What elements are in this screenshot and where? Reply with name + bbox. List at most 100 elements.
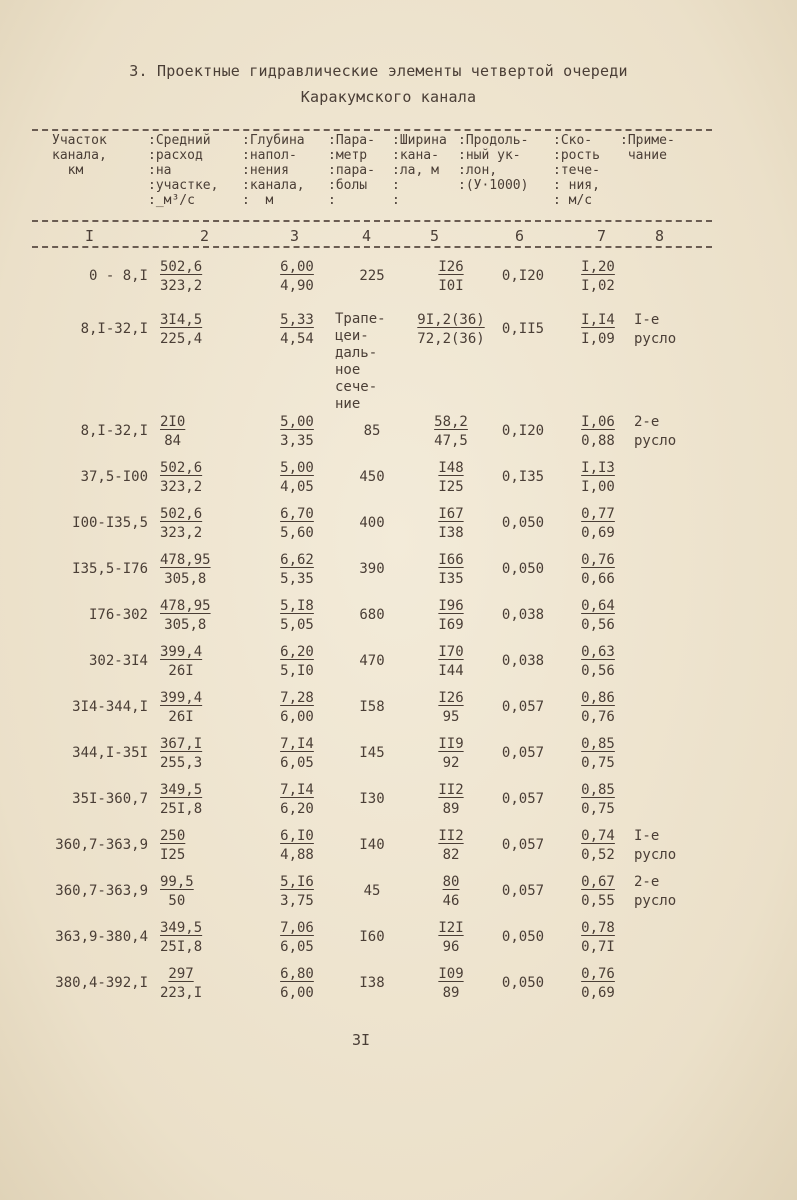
depth: 5,00 3,35: [270, 413, 324, 451]
parabola-parameter: 470: [359, 653, 385, 669]
discharge: 502,6 323,2: [160, 459, 240, 497]
fraction: I26 I0I: [438, 258, 463, 296]
discharge: 367,I 255,3: [160, 735, 240, 773]
denominator: I25: [160, 847, 186, 863]
table-row: 360,7-363,9 99,5 50 5,I6 3,75 45 80 46 0,057 0,67…: [0, 873, 797, 919]
numerator: 5,I6: [280, 874, 314, 890]
numerator: 7,28: [280, 690, 314, 706]
denominator: 6,05: [280, 939, 314, 955]
velocity: 0,74 0,52: [572, 827, 624, 865]
fraction: 0,76 0,69: [581, 965, 615, 1003]
numerator: I09: [438, 966, 464, 982]
parabola-parameter: 450: [359, 469, 385, 485]
numerator: 502,6: [160, 506, 203, 522]
fraction: I,I4 I,09: [581, 311, 615, 349]
width: I67 I38: [405, 505, 497, 543]
discharge: 250 I25: [160, 827, 240, 865]
page-number: 3I: [352, 1031, 371, 1049]
fraction: II9 92: [438, 735, 463, 773]
fraction: 6,20 5,I0: [280, 643, 314, 681]
numerator: II2: [438, 782, 464, 798]
denominator: 5,35: [280, 571, 314, 587]
fraction: I26 95: [438, 689, 463, 727]
denominator: 25I,8: [160, 801, 203, 817]
note: I-е русло: [634, 312, 677, 347]
denominator: 6,20: [280, 801, 314, 817]
velocity: 0,67 0,55: [572, 873, 624, 911]
fraction: 250 I25: [160, 827, 185, 865]
numerator: 0,78: [581, 920, 615, 936]
numerator: 7,I4: [280, 782, 314, 798]
denominator: 0,55: [581, 893, 615, 909]
numerator: 6,I0: [280, 828, 314, 844]
parabola-parameter: 680: [359, 607, 385, 623]
width: I96 I69: [405, 597, 497, 635]
denominator: 6,00: [280, 985, 314, 1001]
numerator: 502,6: [160, 460, 203, 476]
denominator: 25I,8: [160, 939, 203, 955]
table-row: 380,4-392,I 297 223,I 6,80 6,00 I38 I09 89 0,050…: [0, 965, 797, 1011]
numerator: I2I: [438, 920, 464, 936]
fraction: 5,I8 5,05: [280, 597, 314, 635]
parabola-parameter: 85: [363, 423, 381, 439]
width: II2 82: [405, 827, 497, 865]
fraction: 0,67 0,55: [581, 873, 615, 911]
column-header: :Приме- чание: [620, 133, 675, 163]
note: 2-е русло: [634, 874, 677, 909]
denominator: I,09: [581, 331, 615, 347]
table-row: I76-302 478,95 305,8 5,I8 5,05 680 I96 I69 0,038…: [0, 597, 797, 643]
table-row: I00-I35,5 502,6 323,2 6,70 5,60 400 I67 I38 0,05…: [0, 505, 797, 551]
numerator: 478,95: [160, 598, 211, 614]
column-header: Участок канала, км: [52, 133, 107, 178]
numerator: 99,5: [160, 874, 194, 890]
denominator: 50: [168, 893, 186, 909]
section-km: 363,9-380,4: [55, 929, 148, 945]
slope: 0,050: [501, 975, 545, 991]
depth: 5,I6 3,75: [270, 873, 324, 911]
denominator: 3,35: [280, 433, 314, 449]
header-top-rule: [32, 129, 712, 131]
discharge: 478,95 305,8: [160, 551, 240, 589]
denominator: 4,88: [280, 847, 314, 863]
fraction: 502,6 323,2: [160, 459, 202, 497]
denominator: 5,60: [280, 525, 314, 541]
denominator: 26I: [168, 709, 194, 725]
section-km: 360,7-363,9: [55, 883, 148, 899]
table-row: I35,5-I76 478,95 305,8 6,62 5,35 390 I66 I35 0,0…: [0, 551, 797, 597]
fraction: 3I4,5 225,4: [160, 311, 202, 349]
width: II9 92: [405, 735, 497, 773]
width: 80 46: [405, 873, 497, 911]
denominator: 4,90: [280, 278, 314, 294]
numerator: 399,4: [160, 690, 203, 706]
width: I26 I0I: [405, 258, 497, 296]
numerator: 0,86: [581, 690, 615, 706]
fraction: 6,62 5,35: [280, 551, 314, 589]
column-number: 8: [655, 227, 665, 245]
section-km: 360,7-363,9: [55, 837, 148, 853]
fraction: I70 I44: [438, 643, 463, 681]
section-km: 0 - 8,I: [88, 268, 148, 284]
velocity: I,06 0,88: [572, 413, 624, 451]
numerator: 6,00: [280, 259, 314, 275]
fraction: I,20 I,02: [581, 258, 615, 296]
discharge: 3I4,5 225,4: [160, 311, 240, 349]
denominator: I,02: [581, 278, 615, 294]
denominator: 5,05: [280, 617, 314, 633]
fraction: 6,I0 4,88: [280, 827, 314, 865]
denominator: 0,7I: [581, 939, 615, 955]
numerator: II2: [438, 828, 464, 844]
fraction: 7,06 6,05: [280, 919, 314, 957]
numerator: 2I0: [160, 414, 186, 430]
numerator: 0,85: [581, 736, 615, 752]
numerator: I,I4: [581, 312, 615, 328]
fraction: 7,I4 6,05: [280, 735, 314, 773]
slope: 0,057: [501, 837, 545, 853]
numerator: I26: [438, 690, 464, 706]
denominator: 305,8: [164, 571, 207, 587]
depth: 7,I4 6,05: [270, 735, 324, 773]
velocity: I,20 I,02: [572, 258, 624, 296]
fraction: 349,5 25I,8: [160, 781, 202, 819]
section-km: 3I4-344,I: [72, 699, 148, 715]
fraction: 502,6 323,2: [160, 505, 202, 543]
discharge: 99,5 50: [160, 873, 240, 911]
